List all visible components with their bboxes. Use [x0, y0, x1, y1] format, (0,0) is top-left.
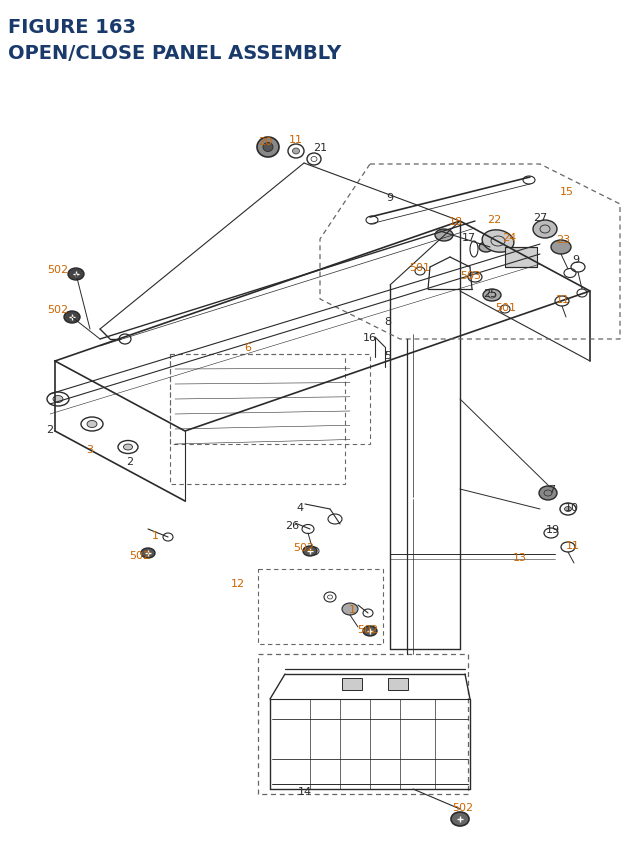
- Text: 501: 501: [495, 303, 516, 313]
- Text: 9: 9: [387, 193, 394, 202]
- Text: 502: 502: [357, 624, 379, 635]
- Ellipse shape: [303, 547, 317, 556]
- Text: 1: 1: [152, 530, 159, 541]
- Text: 4: 4: [296, 503, 303, 512]
- Text: 18: 18: [449, 217, 463, 226]
- Text: 501: 501: [410, 263, 431, 273]
- Ellipse shape: [141, 548, 155, 558]
- Text: FIGURE 163: FIGURE 163: [8, 18, 136, 37]
- Text: 17: 17: [462, 232, 476, 243]
- Ellipse shape: [435, 230, 453, 242]
- Text: 502: 502: [129, 550, 150, 561]
- Text: 21: 21: [313, 143, 327, 152]
- Bar: [388, 678, 408, 691]
- Text: 2: 2: [47, 424, 54, 435]
- Bar: [342, 678, 362, 691]
- Ellipse shape: [257, 138, 279, 158]
- Ellipse shape: [87, 421, 97, 428]
- Ellipse shape: [292, 149, 300, 155]
- Ellipse shape: [263, 143, 273, 152]
- Text: 16: 16: [363, 332, 377, 343]
- Text: 11: 11: [556, 294, 570, 305]
- Text: 502: 502: [452, 802, 474, 812]
- Text: 11: 11: [566, 541, 580, 550]
- Text: 1: 1: [349, 604, 355, 614]
- Ellipse shape: [68, 269, 84, 281]
- Text: 10: 10: [565, 503, 579, 512]
- Bar: [258, 654, 468, 794]
- Ellipse shape: [451, 812, 469, 826]
- Ellipse shape: [53, 396, 63, 403]
- Text: 20: 20: [258, 137, 272, 147]
- Text: 5: 5: [385, 350, 392, 361]
- Text: 3: 3: [86, 444, 93, 455]
- Ellipse shape: [482, 231, 514, 253]
- Text: 9: 9: [572, 255, 580, 264]
- Text: 27: 27: [533, 213, 547, 223]
- Ellipse shape: [551, 241, 571, 255]
- Ellipse shape: [533, 220, 557, 238]
- Ellipse shape: [483, 289, 501, 301]
- Ellipse shape: [64, 312, 80, 324]
- Ellipse shape: [564, 507, 572, 512]
- Text: 26: 26: [285, 520, 299, 530]
- Text: 22: 22: [487, 214, 501, 225]
- Text: 2: 2: [127, 456, 134, 467]
- Text: 25: 25: [483, 288, 497, 299]
- Text: 23: 23: [556, 235, 570, 245]
- Ellipse shape: [539, 486, 557, 500]
- Text: 19: 19: [546, 524, 560, 535]
- Ellipse shape: [342, 604, 358, 616]
- Bar: [170, 355, 345, 485]
- Text: 502: 502: [293, 542, 315, 553]
- Text: 502: 502: [47, 264, 68, 275]
- Text: 503: 503: [461, 270, 481, 281]
- Bar: [505, 248, 537, 268]
- Ellipse shape: [124, 444, 132, 450]
- Text: 15: 15: [560, 187, 574, 197]
- Text: 502: 502: [47, 305, 68, 314]
- Ellipse shape: [363, 626, 377, 636]
- Text: 13: 13: [513, 553, 527, 562]
- Text: 12: 12: [231, 579, 245, 588]
- Text: 6: 6: [244, 343, 252, 353]
- Text: 7: 7: [548, 485, 556, 494]
- Text: 24: 24: [502, 232, 516, 243]
- Text: 14: 14: [298, 786, 312, 796]
- Text: OPEN/CLOSE PANEL ASSEMBLY: OPEN/CLOSE PANEL ASSEMBLY: [8, 44, 341, 63]
- Text: 8: 8: [385, 317, 392, 326]
- Ellipse shape: [479, 243, 493, 253]
- Bar: [258, 569, 383, 644]
- Text: 11: 11: [289, 135, 303, 145]
- Bar: [170, 355, 370, 444]
